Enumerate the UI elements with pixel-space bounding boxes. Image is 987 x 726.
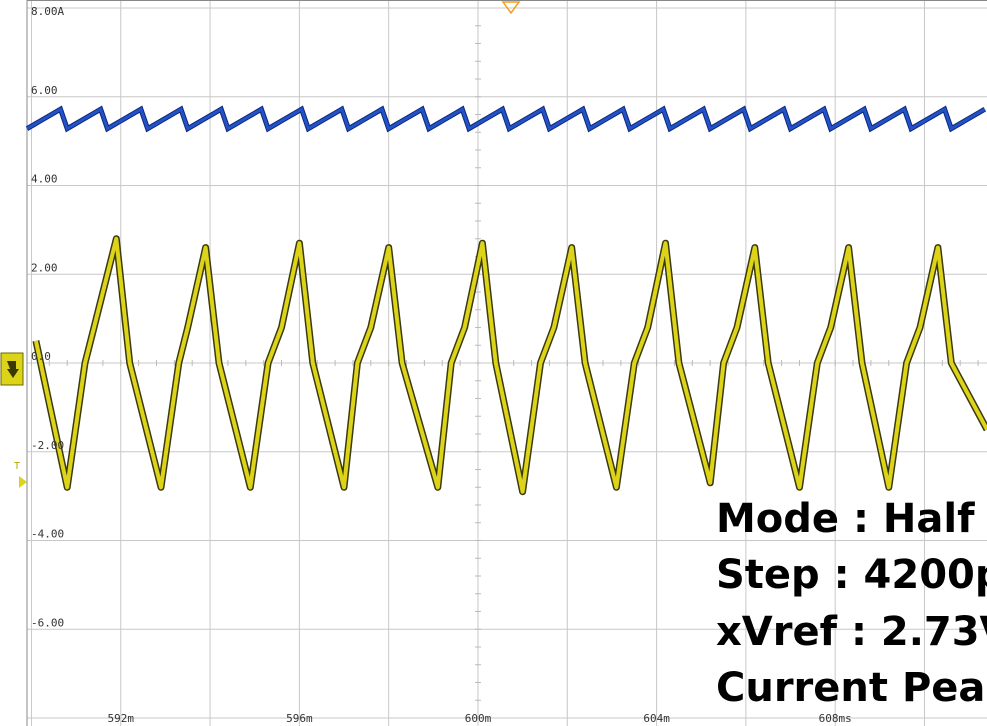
ground-arrow-icon (7, 361, 19, 378)
series-blue-line (26, 106, 986, 131)
y-tick-labels: 8.00A 6.00 4.00 2.00 0.0 -2.00 -4.00 -6.00 (31, 5, 64, 629)
y-tick-label: 6.00 (31, 84, 58, 97)
y-tick-label: -2.00 (31, 439, 64, 452)
y-tick-label: -4.00 (31, 528, 64, 541)
series-layer (25, 105, 987, 496)
x-tick-label: 608ms (819, 712, 852, 725)
y-unit-top-label: 8.00A (31, 5, 64, 18)
y-tick-label: 0.0 (31, 350, 51, 363)
series-yellow-line (33, 236, 987, 494)
x-tick-label: 596m (286, 712, 313, 725)
y-tick-label: -6.00 (31, 616, 64, 629)
x-tick-label: 592m (108, 712, 135, 725)
x-tick-label: 604m (643, 712, 670, 725)
trigger-marker-label: T (14, 461, 20, 472)
overlay-mode-text: Mode : Half (716, 496, 975, 542)
overlay-step-text: Step : 4200p (716, 552, 987, 598)
channel-ground-marker[interactable] (0, 352, 24, 386)
overlay-xvref-text: xVref : 2.73V (716, 609, 987, 655)
x-tick-label: 600m (465, 712, 492, 725)
overlay-current-peak-text: Current Pea (716, 665, 986, 711)
trigger-arrow-icon (19, 476, 27, 488)
y-tick-label: 4.00 (31, 173, 58, 186)
trigger-position-marker[interactable] (501, 1, 521, 15)
y-tick-label: 2.00 (31, 261, 58, 274)
trigger-level-marker[interactable]: T (14, 461, 27, 488)
x-tick-labels: 592m 596m 600m 604m 608ms (108, 712, 852, 725)
